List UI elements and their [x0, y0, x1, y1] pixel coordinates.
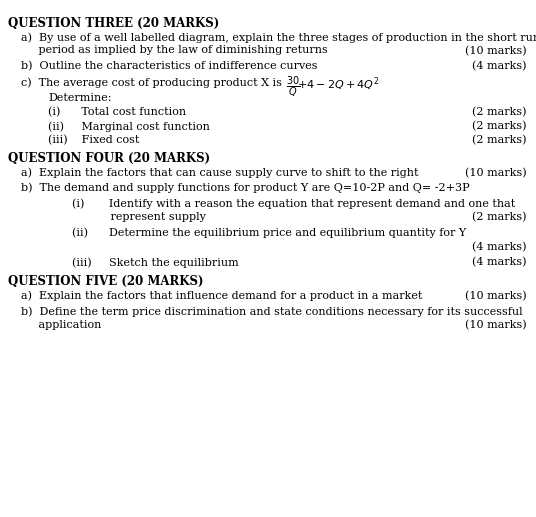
Text: (ii)      Determine the equilibrium price and equilibrium quantity for Y: (ii) Determine the equilibrium price and… [72, 227, 467, 238]
Text: (2 marks): (2 marks) [472, 121, 526, 131]
Text: (4 marks): (4 marks) [472, 241, 526, 252]
Text: a)  Explain the factors that can cause supply curve to shift to the right: a) Explain the factors that can cause su… [21, 168, 419, 178]
Text: (10 marks): (10 marks) [465, 168, 526, 178]
Text: (10 marks): (10 marks) [465, 45, 526, 56]
Text: application: application [21, 320, 102, 330]
Text: $\frac{30}{Q}$: $\frac{30}{Q}$ [286, 74, 300, 99]
Text: (iii)    Fixed cost: (iii) Fixed cost [48, 135, 139, 145]
Text: c)  The average cost of producing product X is: c) The average cost of producing product… [21, 77, 286, 87]
Text: a)  By use of a well labelled diagram, explain the three stages of production in: a) By use of a well labelled diagram, ex… [21, 32, 536, 42]
Text: (i)      Total cost function: (i) Total cost function [48, 107, 187, 117]
Text: (2 marks): (2 marks) [472, 212, 526, 222]
Text: (2 marks): (2 marks) [472, 107, 526, 117]
Text: (10 marks): (10 marks) [465, 291, 526, 301]
Text: (10 marks): (10 marks) [465, 320, 526, 330]
Text: QUESTION FOUR (20 MARKS): QUESTION FOUR (20 MARKS) [8, 152, 210, 165]
Text: Determine:: Determine: [48, 93, 111, 103]
Text: period as implied by the law of diminishing returns: period as implied by the law of diminish… [21, 45, 328, 55]
Text: (4 marks): (4 marks) [472, 257, 526, 267]
Text: (iii)     Sketch the equilibrium: (iii) Sketch the equilibrium [72, 257, 239, 267]
Text: b)  The demand and supply functions for product Y are Q=10-2P and Q= -2+3P: b) The demand and supply functions for p… [21, 183, 470, 193]
Text: represent supply: represent supply [72, 212, 206, 222]
Text: (2 marks): (2 marks) [472, 135, 526, 145]
Text: b)  Define the term price discrimination and state conditions necessary for its : b) Define the term price discrimination … [21, 306, 523, 316]
Text: QUESTION THREE (20 MARKS): QUESTION THREE (20 MARKS) [8, 17, 219, 29]
Text: (ii)     Marginal cost function: (ii) Marginal cost function [48, 121, 210, 131]
Text: QUESTION FIVE (20 MARKS): QUESTION FIVE (20 MARKS) [8, 275, 204, 288]
Text: b)  Outline the characteristics of indifference curves: b) Outline the characteristics of indiff… [21, 60, 318, 71]
Text: (4 marks): (4 marks) [472, 60, 526, 71]
Text: (i)       Identify with a reason the equation that represent demand and one that: (i) Identify with a reason the equation … [72, 198, 516, 208]
Text: $+4-2Q+4Q^{2}$: $+4-2Q+4Q^{2}$ [297, 75, 380, 93]
Text: a)  Explain the factors that influence demand for a product in a market: a) Explain the factors that influence de… [21, 291, 423, 301]
